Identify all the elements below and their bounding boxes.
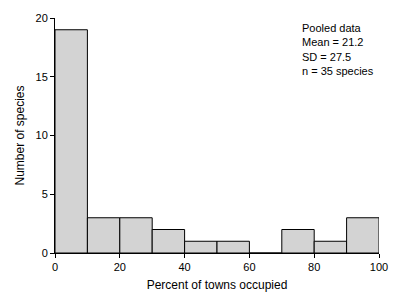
- svg-text:Percent of towns occupied: Percent of towns occupied: [147, 278, 288, 292]
- svg-text:5: 5: [42, 188, 48, 200]
- svg-text:10: 10: [36, 129, 48, 141]
- svg-text:Pooled dataMean = 21.2SD = 27.: Pooled dataMean = 21.2SD = 27.5n = 35 sp…: [302, 22, 374, 77]
- svg-text:15: 15: [36, 71, 48, 83]
- svg-text:0: 0: [52, 261, 58, 273]
- svg-text:60: 60: [243, 261, 255, 273]
- svg-text:20: 20: [114, 261, 126, 273]
- svg-text:20: 20: [36, 12, 48, 24]
- svg-text:0: 0: [42, 247, 48, 259]
- svg-text:100: 100: [370, 261, 388, 273]
- svg-text:40: 40: [178, 261, 190, 273]
- svg-text:Number of species: Number of species: [13, 85, 27, 185]
- svg-text:80: 80: [308, 261, 320, 273]
